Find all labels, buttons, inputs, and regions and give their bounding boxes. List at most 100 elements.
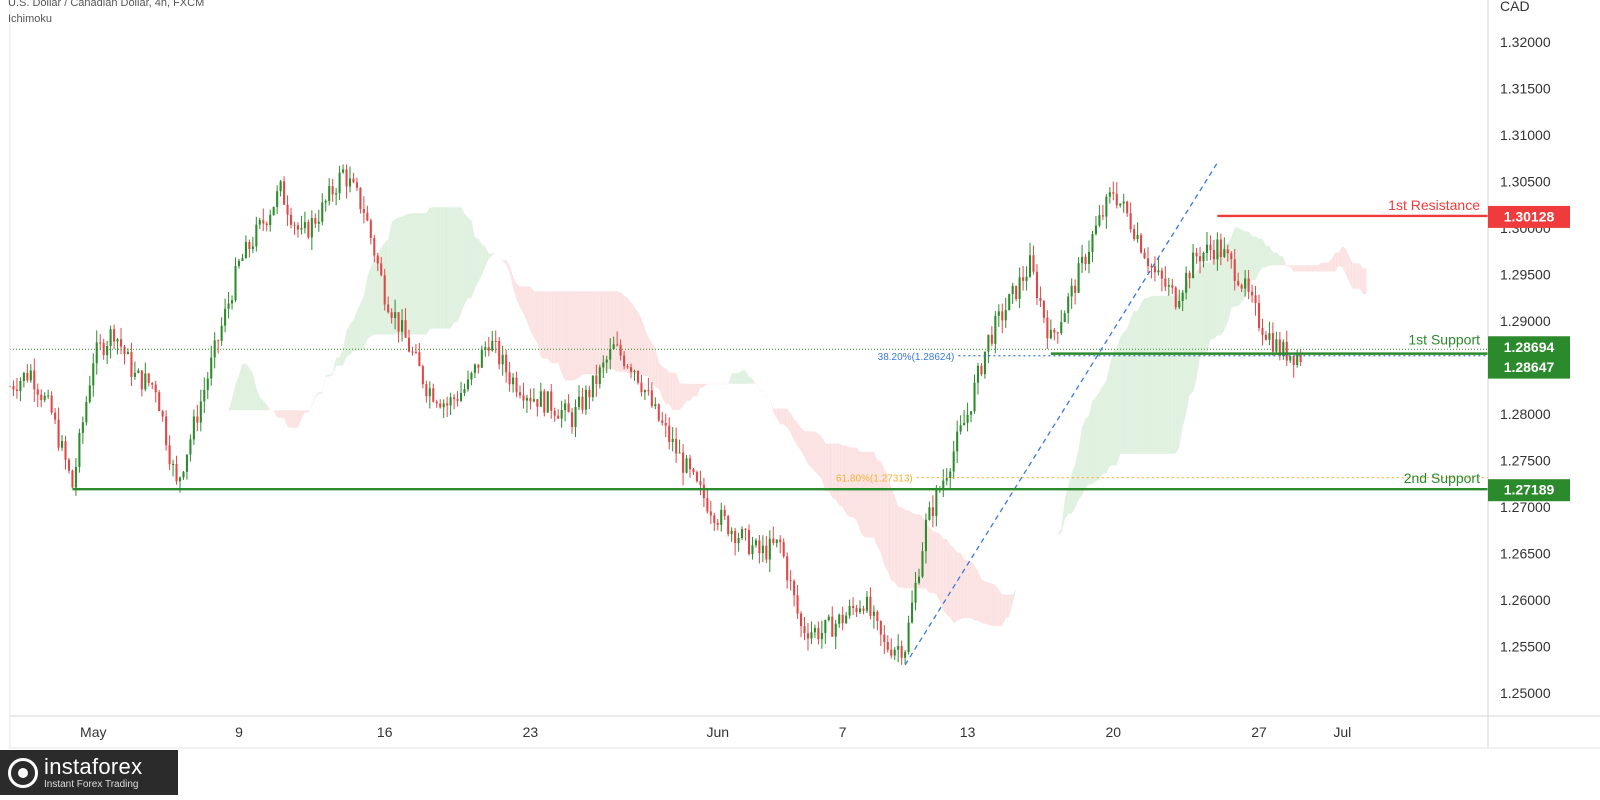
candle-body xyxy=(849,606,851,616)
candle-body xyxy=(609,349,611,360)
cloud-segment xyxy=(1346,249,1349,282)
candle-body xyxy=(502,355,504,365)
candle-body xyxy=(16,390,18,392)
candle-body xyxy=(1105,197,1107,217)
candle-body xyxy=(897,646,899,650)
candle-body xyxy=(675,439,677,453)
candle-body xyxy=(238,261,240,266)
cloud-segment xyxy=(478,239,481,282)
candle-body xyxy=(394,312,396,318)
candle-body xyxy=(352,179,354,183)
cloud-segment xyxy=(1020,580,1023,583)
fibonacci-label: 38.20%(1.28624) xyxy=(878,352,955,363)
cloud-segment xyxy=(1044,543,1047,553)
cloud-segment xyxy=(1023,575,1026,580)
y-tick-label: 1.26500 xyxy=(1500,545,1551,561)
candle-body xyxy=(876,612,878,621)
cloud-segment xyxy=(475,237,478,288)
cloud-segment xyxy=(1266,246,1269,268)
cloud-segment xyxy=(1353,263,1356,288)
cloud-segment xyxy=(1304,265,1307,271)
candle-body xyxy=(321,202,323,221)
cloud-segment xyxy=(964,559,967,618)
candle-body xyxy=(1039,298,1041,301)
candle-body xyxy=(1255,295,1257,303)
cloud-segment xyxy=(485,247,488,266)
candle-body xyxy=(1126,202,1128,214)
candle-body xyxy=(758,540,760,553)
candle-body xyxy=(1022,277,1024,281)
candle-body xyxy=(1237,281,1239,285)
cloud-segment xyxy=(1280,256,1283,265)
cloud-segment xyxy=(315,392,318,397)
candle-body xyxy=(203,390,205,401)
level-name: 1st Support xyxy=(1408,331,1480,347)
cloud-segment xyxy=(274,410,277,417)
x-tick-label: Jul xyxy=(1333,724,1351,740)
cloud-segment xyxy=(759,390,762,391)
y-tick-label: 1.30500 xyxy=(1500,173,1551,189)
cloud-segment xyxy=(1065,487,1068,520)
candle-body xyxy=(432,388,434,401)
cloud-segment xyxy=(409,213,412,334)
cloud-segment xyxy=(322,375,325,394)
candle-body xyxy=(1234,259,1236,281)
cloud-segment xyxy=(739,370,742,384)
cloud-segment xyxy=(454,207,457,322)
candle-body xyxy=(682,452,684,472)
cloud-segment xyxy=(763,391,766,397)
cloud-segment xyxy=(822,437,825,492)
candle-body xyxy=(1074,286,1076,293)
y-tick-label: 1.25500 xyxy=(1500,638,1551,654)
cloud-segment xyxy=(662,367,665,405)
cloud-segment xyxy=(336,357,339,365)
cloud-segment xyxy=(312,396,315,407)
candle-body xyxy=(450,397,452,405)
cloud-segment xyxy=(947,539,950,618)
candle-body xyxy=(1071,286,1073,297)
candle-body xyxy=(342,169,344,172)
cloud-segment xyxy=(676,373,679,410)
cloud-segment xyxy=(784,408,787,427)
candle-body xyxy=(391,312,393,318)
cloud-segment xyxy=(811,432,814,472)
y-tick-label: 1.27500 xyxy=(1500,452,1551,468)
cloud-segment xyxy=(870,452,873,538)
cloud-segment xyxy=(347,324,350,356)
ichimoku-cloud xyxy=(100,207,1366,626)
cloud-segment xyxy=(1342,246,1345,274)
cloud-segment xyxy=(249,368,252,410)
candle-body xyxy=(491,341,493,351)
candle-body xyxy=(332,186,334,194)
cloud-segment xyxy=(510,265,513,287)
candle-body xyxy=(574,407,576,427)
candle-body xyxy=(193,416,195,439)
cloud-segment xyxy=(1054,533,1057,537)
candle-body xyxy=(824,620,826,633)
candle-body xyxy=(89,386,91,402)
cloud-segment xyxy=(1328,258,1331,271)
candle-body xyxy=(640,383,642,393)
cloud-segment xyxy=(1124,328,1127,454)
cloud-segment xyxy=(860,452,863,537)
cloud-segment xyxy=(645,328,648,376)
cloud-segment xyxy=(950,545,953,624)
candle-body xyxy=(665,423,667,426)
y-tick-label: 1.31500 xyxy=(1500,80,1551,96)
cloud-segment xyxy=(572,291,575,380)
candle-body xyxy=(398,312,400,331)
candle-body xyxy=(588,390,590,397)
candle-body xyxy=(169,445,171,464)
cloud-segment xyxy=(780,408,783,424)
last-price-label: 1.28694 xyxy=(1504,339,1555,355)
candle-body xyxy=(949,471,951,477)
cloud-segment xyxy=(541,291,544,359)
candle-body xyxy=(880,621,882,634)
candle-body xyxy=(436,402,438,404)
candle-body xyxy=(304,222,306,228)
candle-body xyxy=(287,205,289,215)
candle-body xyxy=(522,395,524,400)
cloud-segment xyxy=(402,215,405,335)
cloud-segment xyxy=(471,220,474,298)
